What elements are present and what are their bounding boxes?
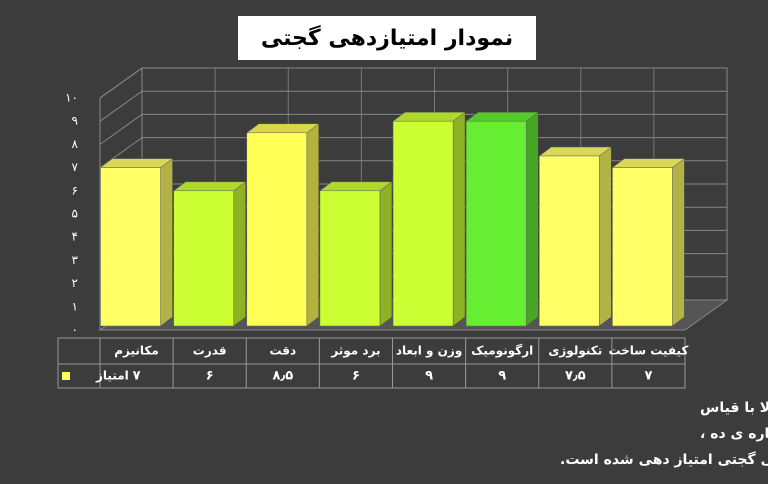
x-tick-label: دقت [269,344,296,358]
bar-front [100,167,161,327]
y-tick-label: ۱۰ [65,91,78,105]
bar-top [611,158,686,168]
bar-front [612,167,673,327]
y-tick-label: ۸ [72,137,79,151]
title-box [238,16,536,60]
bar-side [452,111,466,327]
y-tick-label: ۰ [72,323,78,337]
bar-front [319,190,381,327]
legend-label: امتیاز [95,369,129,383]
x-tick-label: وزن و ابعاد [396,344,462,359]
bar-side [160,158,173,327]
value-label: ۹ [498,369,506,384]
value-label: ۷ [644,369,652,384]
bar-side [306,123,320,327]
chart-title: نمودار امتیازدهی گجتی [261,24,513,51]
bar-side [379,181,393,327]
caption-line: اسلحه فوق با تفنگ های هم کلاس (ساختار شل… [700,425,768,442]
x-tick-label: کیفیت ساخت [608,344,688,358]
value-label: ۹ [425,369,433,384]
bar-side [599,146,612,327]
bar-front [173,190,234,327]
bar-top [319,181,393,192]
bar-side [233,181,246,327]
value-label: ۷ [133,369,141,384]
x-tick-label: ارگونومیک [471,344,533,359]
y-tick-label: ۶ [72,183,78,197]
x-tick-label: مکانیزم [114,344,159,359]
bar-top [172,181,247,192]
value-label: ۷٫۵ [565,369,586,384]
x-tick-label: برد موثر [330,344,380,359]
bar [99,158,174,327]
bar-top [246,123,320,134]
bar-top [99,158,174,168]
y-tick-label: ۹ [72,114,78,128]
value-label: ۶ [206,369,214,384]
x-tick-label: قدرت [193,344,227,358]
caption-line: نمودار امتیازدهی گجتی برای تفنگ بادی گام… [700,399,768,416]
y-tick-label: ۱ [72,299,78,313]
y-tick-label: ۴ [72,230,78,244]
y-tick-label: ۳ [72,253,79,267]
bar-top [392,111,466,122]
y-tick-label: ۵ [72,207,78,221]
bar [172,181,247,327]
bar-front [246,132,308,327]
grid-line [99,90,727,122]
value-label: ۶ [352,369,360,384]
y-tick-label: ۷ [72,160,79,174]
value-label: ۸٫۵ [272,369,293,384]
bar [538,146,613,327]
x-tick-label: تکنولوژی [548,344,602,359]
bar [246,123,320,327]
caption-line: توسط تیم تخصصی گجتی امتیاز دهی شده است. [560,451,768,468]
grid-line [99,67,727,99]
bar-front [465,120,527,327]
bar-side [525,111,539,327]
y-tick-label: ۲ [72,276,78,290]
bar [465,111,539,327]
bar [319,181,393,327]
bar-front [392,120,454,327]
table-border [57,337,686,389]
legend-swatch [62,372,70,380]
bar-top [465,111,539,122]
bar-front [539,155,600,327]
bar-side [672,158,685,327]
bar-top [538,146,613,157]
bar [611,158,686,327]
bar [392,111,466,327]
